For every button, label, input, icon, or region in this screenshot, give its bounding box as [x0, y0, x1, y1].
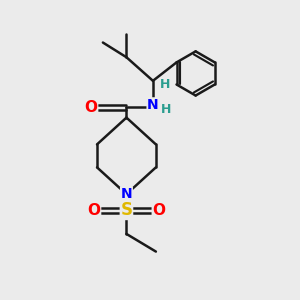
Text: O: O	[85, 100, 98, 115]
Text: H: H	[161, 103, 171, 116]
Text: N: N	[121, 187, 132, 201]
Text: O: O	[88, 203, 100, 218]
Text: O: O	[152, 203, 165, 218]
Text: S: S	[120, 201, 132, 219]
Text: H: H	[160, 78, 170, 91]
Text: N: N	[147, 98, 159, 112]
